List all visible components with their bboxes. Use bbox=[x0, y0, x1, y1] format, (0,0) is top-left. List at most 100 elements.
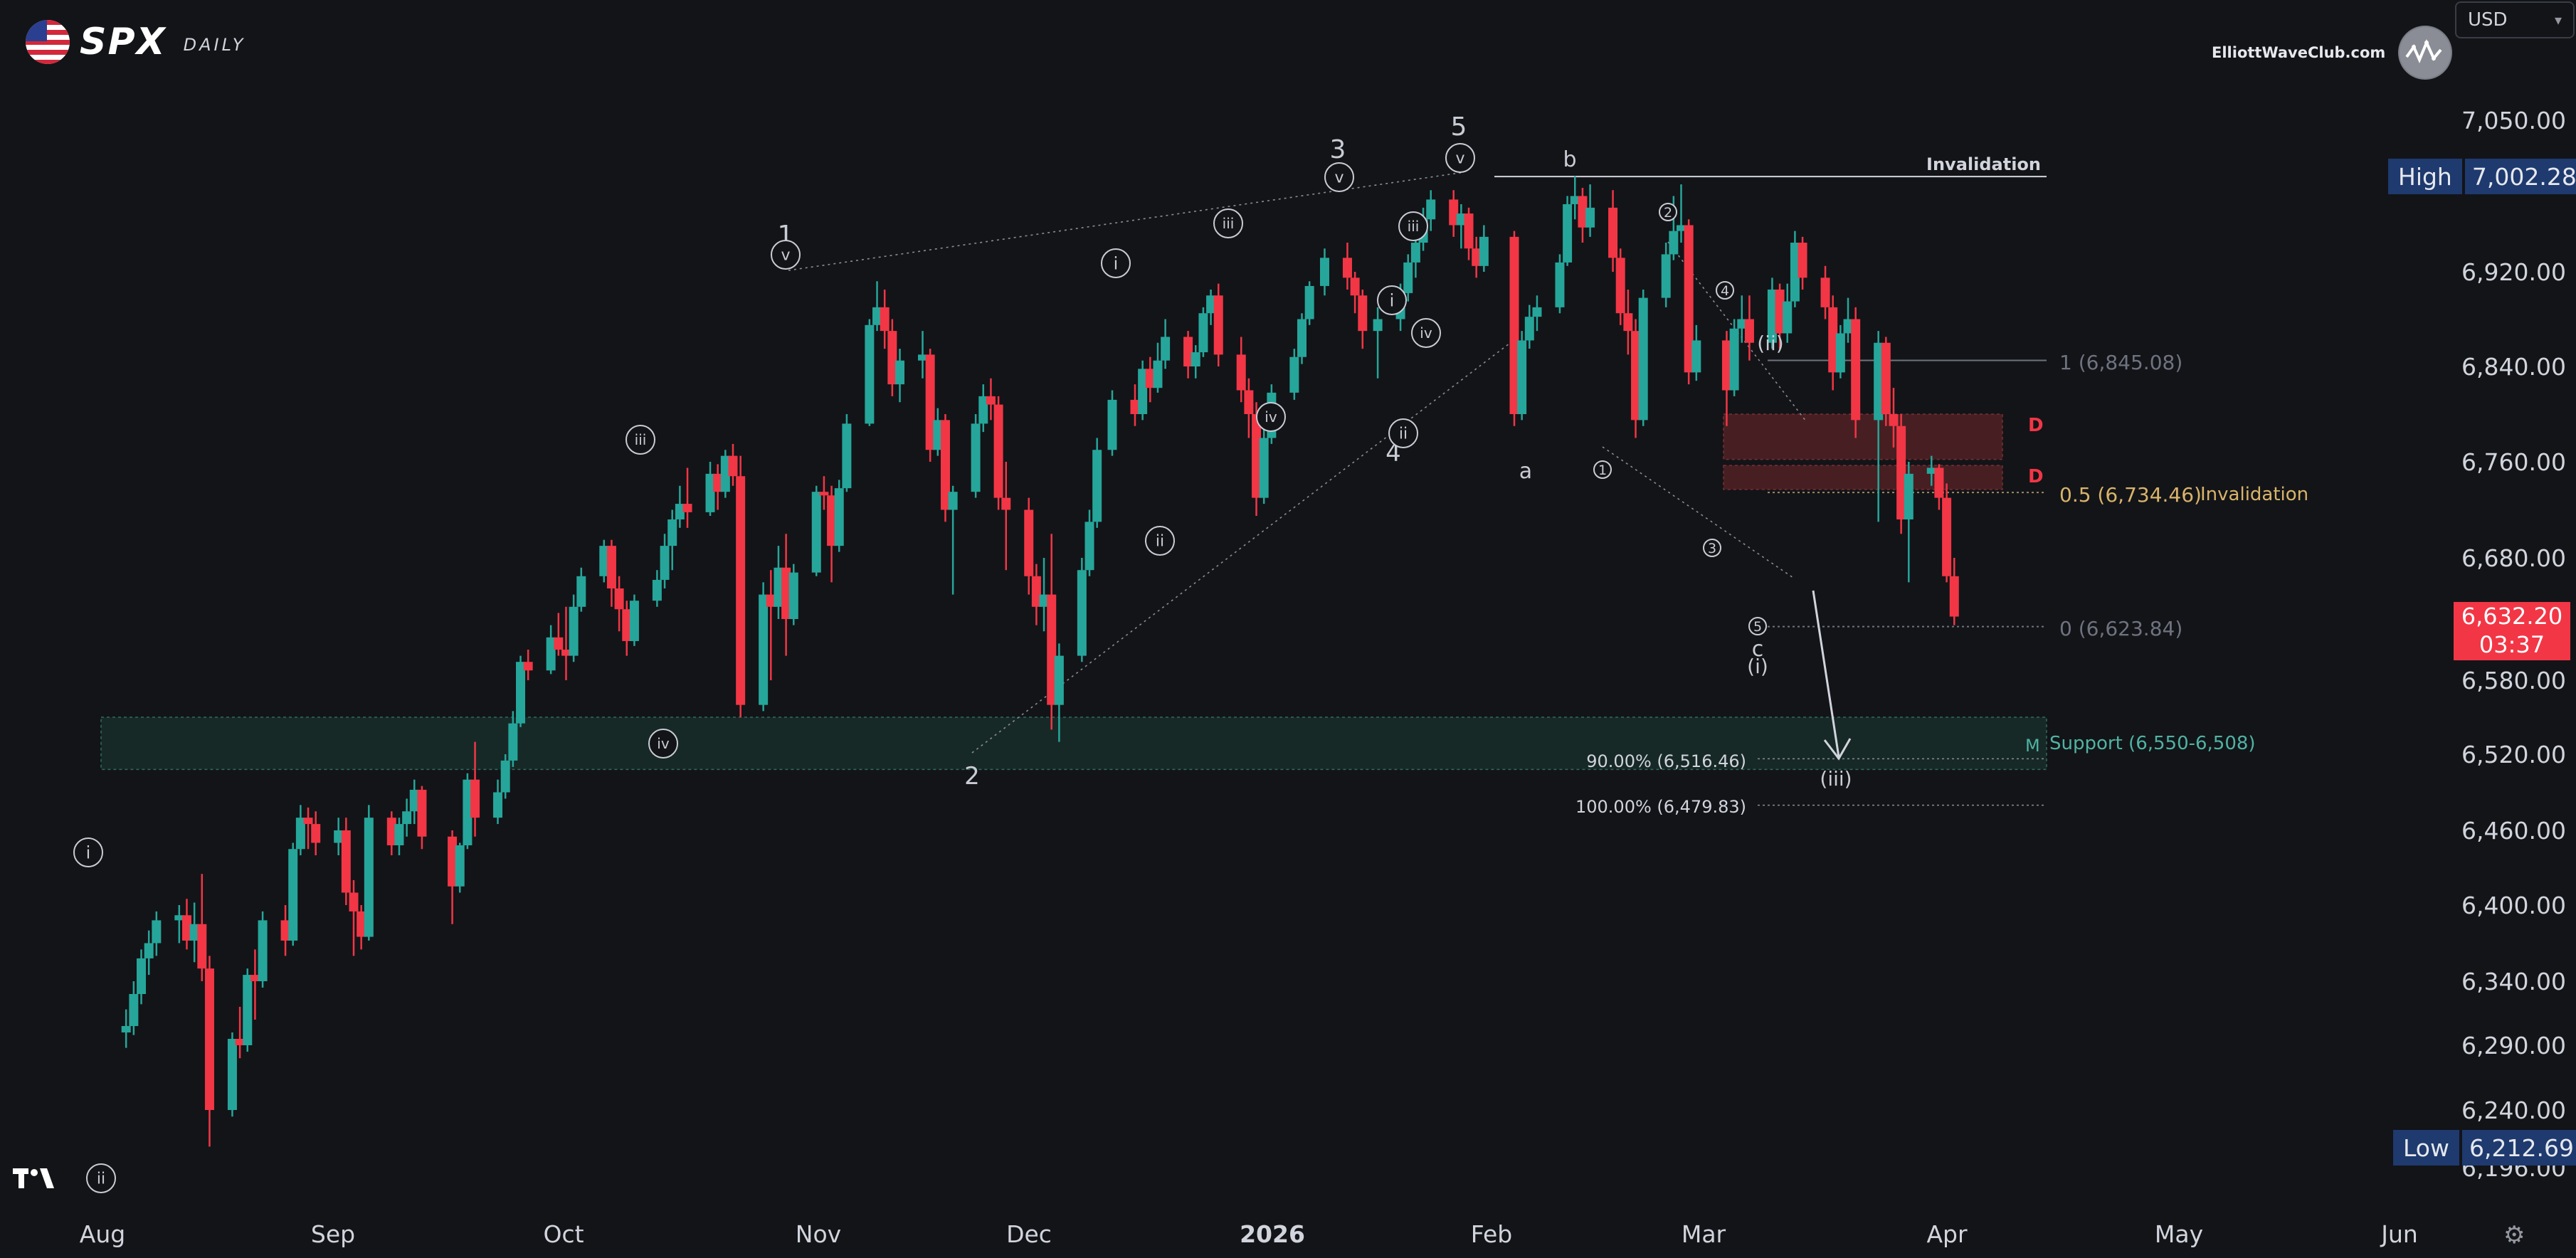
low-value: 6,212.69 bbox=[2462, 1130, 2576, 1166]
candle bbox=[386, 811, 396, 855]
candle bbox=[197, 874, 207, 981]
candle-body bbox=[1373, 319, 1383, 332]
wave-label-ring bbox=[1593, 460, 1612, 479]
candle-body bbox=[1252, 414, 1262, 498]
wave-label-text: iii bbox=[635, 431, 647, 448]
candle bbox=[728, 443, 738, 486]
candle bbox=[667, 509, 677, 571]
price-tick-label: 6,760.00 bbox=[2461, 448, 2566, 476]
candle-body bbox=[500, 760, 510, 793]
candle bbox=[1289, 349, 1299, 400]
candle-body bbox=[1509, 236, 1519, 414]
zones-layer bbox=[100, 413, 2047, 771]
candle bbox=[652, 570, 662, 607]
candle-body bbox=[682, 504, 692, 512]
price-tick-label: 6,840.00 bbox=[2461, 353, 2566, 381]
candle bbox=[137, 949, 147, 1005]
candle bbox=[1631, 319, 1641, 438]
candle-body bbox=[561, 650, 571, 656]
wave-label-ring bbox=[1748, 617, 1767, 635]
low-price-tag: Low 6,212.69 bbox=[2393, 1130, 2576, 1166]
candle-body bbox=[1684, 225, 1694, 373]
candle bbox=[1843, 297, 1853, 343]
candle-body bbox=[386, 818, 396, 845]
ext-100-label: 100.00% (6,479.83) bbox=[1575, 797, 1746, 817]
wave-label-circled: v bbox=[1324, 162, 1354, 192]
candle-body bbox=[1297, 319, 1307, 357]
high-label: High bbox=[2388, 159, 2462, 194]
candle bbox=[1828, 295, 1838, 391]
candle-body bbox=[364, 818, 374, 937]
wave-label-ring bbox=[1388, 418, 1418, 448]
wave-label-ring bbox=[1703, 539, 1721, 557]
wave-label-text: i bbox=[1114, 253, 1119, 273]
channel-lower-line bbox=[1602, 446, 1794, 578]
price-tick-label: 6,520.00 bbox=[2461, 741, 2566, 768]
candle-body bbox=[1942, 497, 1952, 576]
candle bbox=[788, 564, 798, 625]
candle-body bbox=[1213, 295, 1223, 355]
time-tick-label: Aug bbox=[80, 1220, 125, 1248]
candle-body bbox=[1874, 342, 1884, 421]
price-tick-label: 6,580.00 bbox=[2461, 667, 2566, 694]
candle-body bbox=[546, 637, 556, 671]
candle bbox=[1130, 384, 1140, 426]
candle bbox=[1206, 289, 1216, 325]
candle-body bbox=[599, 546, 609, 576]
annotation-text-layer: Invalidation 1 (6,845.08) 0.5 (6,734.46)… bbox=[1575, 154, 2308, 817]
candle-body bbox=[204, 968, 214, 1110]
candle bbox=[1555, 254, 1565, 314]
candle bbox=[523, 650, 533, 680]
candle bbox=[1729, 319, 1739, 396]
zone-d-lower-tag: D bbox=[2028, 466, 2044, 487]
candle bbox=[1904, 462, 1913, 583]
wave-label-text: ii bbox=[1399, 426, 1408, 443]
candle bbox=[463, 773, 473, 850]
candle bbox=[675, 485, 685, 528]
candle-body bbox=[508, 723, 518, 761]
candle bbox=[121, 1009, 131, 1048]
wave-labels-layer: 1v23v45viiiiiiiviiiiiiiviiiiiiivbac12345… bbox=[73, 112, 1852, 1193]
candle-body bbox=[1092, 450, 1102, 522]
candle bbox=[918, 331, 927, 379]
candle-body bbox=[1555, 262, 1565, 307]
candle-body bbox=[349, 892, 359, 911]
candle bbox=[1039, 558, 1049, 632]
support-label: Support (6,550-6,508) bbox=[2049, 733, 2256, 754]
candle bbox=[280, 905, 290, 956]
candle-body bbox=[394, 824, 404, 845]
candle bbox=[1775, 283, 1785, 349]
currency-selector[interactable]: USD ▾ bbox=[2455, 1, 2575, 38]
candle-body bbox=[280, 920, 290, 941]
candle bbox=[940, 414, 950, 522]
candle-body bbox=[1456, 213, 1466, 226]
time-tick-label: Jun bbox=[2380, 1220, 2418, 1248]
last-price-value: 6,632.20 bbox=[2461, 603, 2563, 630]
candle bbox=[288, 842, 298, 946]
candle bbox=[500, 754, 510, 799]
tradingview-logo-icon[interactable] bbox=[13, 1164, 58, 1195]
high-price-tag: High 7,002.28 bbox=[2388, 159, 2576, 194]
candle-body bbox=[1410, 243, 1420, 263]
candle-body bbox=[470, 779, 480, 818]
candle-body bbox=[1138, 369, 1148, 414]
candle-body bbox=[1881, 342, 1891, 414]
candle bbox=[508, 711, 518, 767]
candle-body bbox=[417, 789, 427, 837]
wave-label-ring bbox=[73, 837, 103, 867]
candle-body bbox=[1623, 313, 1633, 332]
candle bbox=[1183, 331, 1193, 379]
candle bbox=[971, 414, 981, 498]
wave-label: (ii) bbox=[1757, 332, 1783, 355]
price-tick-label: 6,290.00 bbox=[2461, 1032, 2566, 1059]
candle-body bbox=[895, 360, 905, 385]
wave-logo-icon bbox=[2398, 26, 2453, 80]
candle bbox=[1934, 464, 1944, 510]
candle bbox=[1563, 196, 1573, 266]
settings-gear-icon[interactable]: ⚙ bbox=[2503, 1221, 2525, 1249]
candle-body bbox=[675, 504, 685, 519]
candle-body bbox=[788, 572, 798, 619]
candle-body bbox=[1775, 289, 1785, 334]
candle bbox=[1024, 497, 1034, 595]
